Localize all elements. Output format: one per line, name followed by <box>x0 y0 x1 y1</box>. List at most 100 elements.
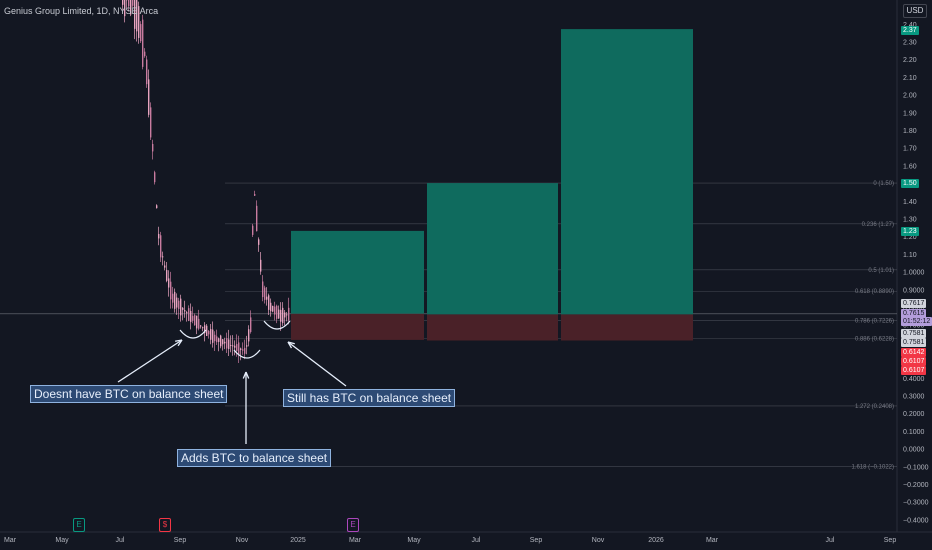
candle-body <box>124 0 126 17</box>
candle-body <box>250 317 252 332</box>
stop-loss-zone <box>427 314 558 341</box>
candle-body <box>226 338 228 349</box>
profit-zone <box>427 183 558 315</box>
candle-body <box>160 235 162 258</box>
profit-zone <box>291 230 424 314</box>
candle-body <box>138 6 140 38</box>
candle-body <box>240 348 242 350</box>
candle-body <box>218 338 220 342</box>
annotation-arrow <box>117 339 183 383</box>
price-badge: 01:52:12 <box>901 317 932 326</box>
candle-body <box>162 256 164 258</box>
candle-body <box>152 143 154 152</box>
dividend-event-icon[interactable]: $ <box>159 518 171 532</box>
price-badge: 1.50 <box>901 179 919 188</box>
price-tick-label: 1.60 <box>903 163 917 170</box>
candle-body <box>274 306 276 315</box>
candle-body <box>280 309 282 322</box>
bracket-mark <box>263 320 291 330</box>
price-tick-label: 2.20 <box>903 57 917 64</box>
candle-body <box>174 291 176 309</box>
arrow-head <box>287 341 295 349</box>
candle-body <box>180 298 182 316</box>
candle-body <box>128 0 130 7</box>
candle-body <box>200 325 202 327</box>
price-tick-label: −0.2000 <box>903 482 929 489</box>
currency-button[interactable]: USD <box>903 4 927 18</box>
candle-body <box>234 345 236 348</box>
price-tick-label: 0.7000 <box>903 323 925 330</box>
candle-body <box>242 349 244 351</box>
fib-level-label: 1.618 (−0.1022) <box>851 465 894 471</box>
candle-body <box>178 300 180 309</box>
time-tick-label: Sep <box>530 537 543 544</box>
candle-body <box>146 59 148 85</box>
candle-body <box>168 278 170 288</box>
price-tick-label: 1.30 <box>903 217 917 224</box>
candle-body <box>196 315 198 329</box>
price-badge: 0.6142 <box>901 348 927 357</box>
price-tick-label: 0.1000 <box>903 429 925 436</box>
fib-level-label: 0.618 (0.8890) <box>855 289 894 295</box>
earnings-event-icon[interactable]: E <box>347 518 359 532</box>
candle-body <box>190 310 192 322</box>
candle-body <box>266 296 268 300</box>
bracket-mark <box>179 329 207 339</box>
candle-body <box>276 305 278 319</box>
stop-loss-zone <box>561 314 693 341</box>
candle-body <box>148 79 150 115</box>
candle-body <box>236 344 238 352</box>
candle-body <box>238 342 240 355</box>
price-tick-label: −0.4000 <box>903 517 929 524</box>
time-tick-label: Mar <box>706 537 719 544</box>
candle-body <box>134 0 136 29</box>
candle-body <box>202 327 204 329</box>
price-tick-label: 1.20 <box>903 234 917 241</box>
candle-body <box>220 335 222 347</box>
candle-body <box>184 310 186 312</box>
candle-body <box>284 312 286 318</box>
candle-body <box>260 259 262 272</box>
candle-body <box>230 345 232 347</box>
fib-level-label: 0.236 (1.27) <box>862 222 894 228</box>
time-tick-label: Mar <box>4 537 17 544</box>
candle-body <box>156 205 158 209</box>
annotation-still-btc[interactable]: Still has BTC on balance sheet <box>283 389 456 407</box>
stop-loss-zone <box>291 313 424 340</box>
candle-body <box>130 0 132 15</box>
arrow-head <box>242 371 250 379</box>
candle-body <box>258 239 260 245</box>
candle-body <box>278 309 280 319</box>
price-tick-label: 0.8000 <box>903 305 925 312</box>
candle-body <box>198 318 200 329</box>
candle-body <box>288 307 290 321</box>
candle-body <box>204 325 206 333</box>
price-tick-label: 1.70 <box>903 146 917 153</box>
price-badge: 0.7617 <box>901 299 927 308</box>
candle-body <box>122 0 124 5</box>
candle-body <box>248 329 250 342</box>
price-badge: 0.7581 <box>901 338 927 347</box>
fib-level-label: 0.5 (1.01) <box>868 268 894 274</box>
time-tick-label: Sep <box>884 537 897 544</box>
candle-body <box>142 19 144 67</box>
price-tick-label: 2.30 <box>903 40 917 47</box>
price-tick-label: 2.00 <box>903 93 917 100</box>
annotation-adds-btc[interactable]: Adds BTC to balance sheet <box>177 449 332 467</box>
arrow-head <box>174 339 183 347</box>
price-badge: 0.7615 <box>901 309 927 318</box>
candle-body <box>206 325 208 337</box>
earnings-event-icon[interactable]: E <box>73 518 85 532</box>
time-tick-label: 2026 <box>648 537 664 544</box>
price-tick-label: 1.0000 <box>903 270 925 277</box>
price-tick-label: 0.0000 <box>903 447 925 454</box>
annotation-arrow <box>287 341 347 387</box>
symbol-title: Genius Group Limited, 1D, NYSE Arca <box>4 6 159 16</box>
time-tick-label: Jul <box>472 537 481 544</box>
bracket-mark <box>233 349 261 359</box>
candle-body <box>158 233 160 239</box>
annotation-no-btc[interactable]: Doesnt have BTC on balance sheet <box>30 385 228 403</box>
candle-body <box>172 293 174 303</box>
time-tick-label: May <box>55 537 69 544</box>
